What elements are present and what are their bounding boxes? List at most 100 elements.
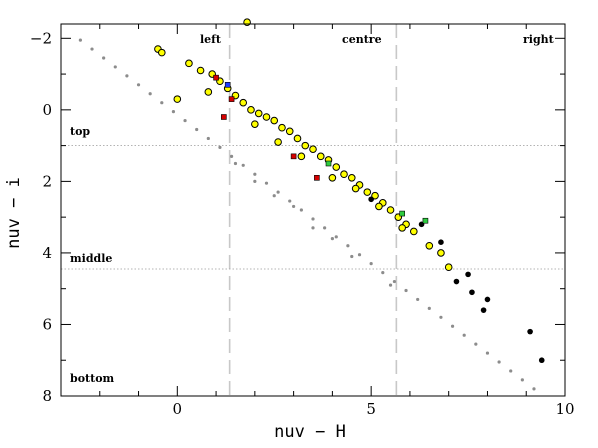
yellow-galaxy-point (425, 241, 434, 250)
y-tick-label: 4 (42, 244, 52, 262)
stellar-point (171, 110, 176, 114)
stellar-point (323, 226, 327, 230)
yellow-galaxy-point (371, 191, 379, 200)
stellar-point (276, 190, 280, 194)
yellow-galaxy-point (386, 206, 395, 214)
stellar-point (113, 65, 117, 69)
stellar-point (381, 270, 385, 275)
green-point (325, 160, 332, 167)
region-label-left: left (200, 33, 222, 46)
yellow-galaxy-point (254, 109, 263, 118)
y-axis-label: nuv − i (4, 177, 24, 249)
stellar-point (509, 369, 513, 373)
stellar-point (253, 179, 257, 183)
yellow-galaxy-point (239, 98, 248, 107)
yellow-galaxy-point (278, 123, 286, 132)
region-lines (61, 24, 565, 396)
stellar-point (474, 342, 478, 346)
stellar-point (264, 181, 269, 185)
stellar-point (136, 83, 141, 87)
stellar-point (439, 315, 443, 319)
yellow-galaxy-point (274, 138, 282, 146)
stellar-point (229, 154, 234, 158)
yellow-galaxy-point (251, 120, 259, 128)
stellar-point (78, 38, 82, 42)
black-point (438, 239, 444, 245)
yellow-galaxy-point (444, 263, 453, 272)
stellar-point (357, 253, 362, 257)
yellow-galaxy-point (297, 152, 306, 161)
stellar-point (272, 194, 276, 198)
stellar-point (195, 127, 199, 132)
x-tick-label: 0 (173, 400, 183, 418)
red-point (290, 153, 297, 160)
stellar-point (427, 306, 431, 310)
blue-point (224, 82, 231, 88)
stellar-point (288, 199, 292, 203)
stellar-point (299, 208, 303, 212)
black-point (368, 196, 374, 203)
yellow-galaxy-point (328, 174, 337, 182)
y-tick-label: 6 (42, 315, 52, 333)
stellar-point (125, 74, 129, 78)
grey-stellar-locus (78, 38, 536, 391)
stellar-point (450, 324, 455, 328)
yellow-galaxy-point (363, 188, 372, 196)
black-point (538, 357, 545, 364)
region-label-top: top (70, 125, 90, 138)
stellar-point (462, 333, 466, 337)
yellow-galaxy-point (410, 227, 418, 236)
yellow-galaxy-point (158, 48, 166, 57)
yellow-galaxy-point (340, 170, 348, 179)
region-label-centre: centre (342, 33, 382, 46)
yellow-galaxy-point (185, 59, 193, 68)
region-label-bottom: bottom (70, 372, 115, 385)
stellar-point (241, 163, 245, 167)
yellow-galaxy-point (285, 127, 294, 136)
red-point (221, 114, 227, 120)
black-point (480, 307, 487, 313)
yellow-galaxy-point (262, 113, 271, 121)
yellow-galaxy-point (347, 174, 356, 182)
stellar-point (102, 56, 106, 60)
stellar-point (160, 101, 164, 105)
stellar-point (253, 172, 257, 176)
galaxy-points (154, 18, 545, 364)
yellow-galaxy-point (398, 224, 406, 232)
x-axis-label: nuv − H (274, 422, 346, 442)
stellar-point (346, 244, 350, 248)
stellar-point (206, 136, 210, 141)
yellow-galaxy-point (309, 145, 317, 153)
stellar-point (330, 237, 334, 241)
green-point (422, 217, 429, 224)
stellar-point (392, 279, 397, 284)
yellow-galaxy-point (173, 95, 182, 103)
yellow-galaxy-point (301, 141, 310, 150)
stellar-point (311, 217, 315, 221)
y-tick-label: 0 (42, 101, 52, 119)
y-tick-label: −2 (30, 29, 52, 47)
yellow-galaxy-point (196, 66, 205, 75)
black-point (453, 278, 460, 285)
stellar-point (404, 288, 408, 293)
stellar-point (497, 360, 501, 364)
stellar-point (532, 387, 536, 391)
red-point (213, 74, 219, 81)
y-tick-label: 2 (42, 172, 52, 190)
black-point (484, 296, 491, 303)
black-point (469, 289, 475, 296)
red-point (228, 96, 235, 102)
stellar-point (334, 235, 338, 239)
stellar-point (388, 283, 393, 287)
yellow-galaxy-point (332, 163, 341, 171)
stellar-point (233, 161, 238, 166)
yellow-galaxy-point (270, 116, 279, 125)
yellow-galaxy-point (375, 202, 383, 211)
region-label-middle: middle (70, 252, 112, 265)
yellow-galaxy-point (437, 249, 445, 257)
x-tick-label: 5 (366, 400, 376, 418)
stellar-point (292, 204, 296, 209)
stellar-point (416, 297, 420, 302)
tick-labels: 0 5 10 −2 0 2 4 6 8 (30, 29, 575, 418)
